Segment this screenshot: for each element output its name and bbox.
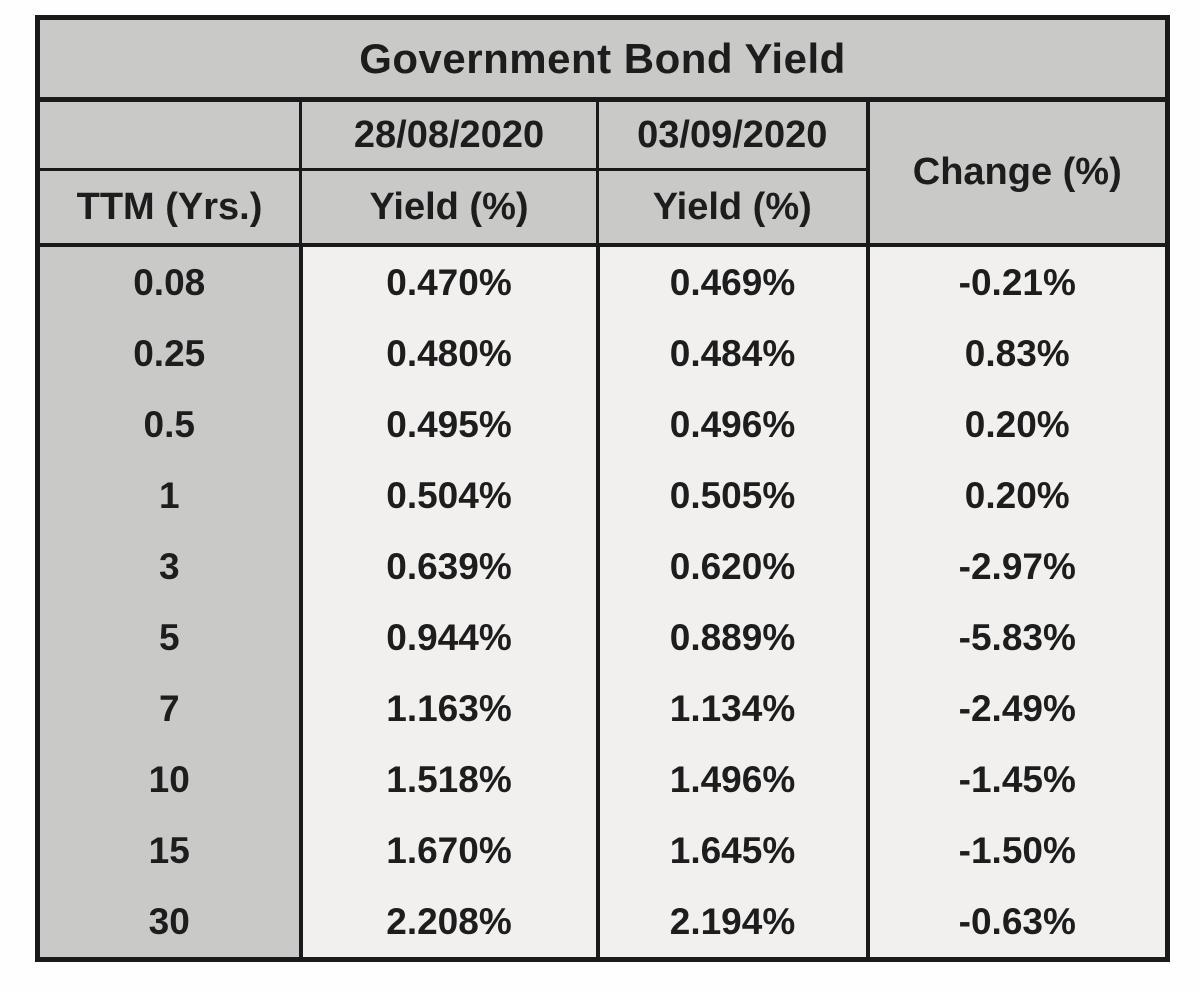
date-header-row: 28/08/2020 03/09/2020 Change (%) [36,98,1170,247]
empty-corner-cell [36,98,302,171]
yield2-cell: 0.496% [595,389,870,460]
change-cell: 0.83% [865,318,1170,389]
yield1-cell: 0.944% [298,602,600,673]
subheader-row: TTM (Yrs.) Yield (%) Yield (%) [36,168,1168,247]
ttm-cell: 7 [35,673,303,744]
yield2-cell: 2.194% [595,886,870,960]
change-cell: -2.97% [865,531,1170,602]
yield2-cell: 1.645% [595,815,870,886]
yield2-cell: 1.496% [595,744,870,815]
yield1-cell: 0.480% [298,318,600,389]
change-cell: -0.21% [865,245,1170,318]
table-row: 15 1.670% 1.645% -1.50% [35,815,1170,886]
table-row: 1 0.504% 0.505% 0.20% [35,460,1170,531]
government-bond-yield-table: Government Bond Yield 28/08/2020 03/09/2… [35,15,1171,962]
ttm-cell: 3 [35,531,303,602]
table-row: 10 1.518% 1.496% -1.45% [35,744,1170,815]
table-row: 0.25 0.480% 0.484% 0.83% [35,318,1170,389]
yield1-cell: 1.163% [298,673,600,744]
change-cell: -5.83% [865,602,1170,673]
change-header: Change (%) [865,98,1170,247]
yield1-cell: 1.518% [298,744,600,815]
table-row: 5 0.944% 0.889% -5.83% [35,602,1170,673]
ttm-cell: 15 [35,815,303,886]
yield2-cell: 0.620% [595,531,870,602]
change-cell: -1.45% [865,744,1170,815]
ttm-cell: 10 [35,744,303,815]
change-cell: 0.20% [865,389,1170,460]
yield-header-2: Yield (%) [596,168,869,247]
yield2-cell: 0.505% [595,460,870,531]
ttm-cell: 1 [35,460,303,531]
ttm-cell: 0.08 [35,245,303,318]
yield1-cell: 1.670% [298,815,600,886]
yield1-cell: 0.504% [298,460,600,531]
table-title: Government Bond Yield [37,17,1168,102]
ttm-cell: 5 [35,602,303,673]
change-cell: -2.49% [865,673,1170,744]
table-row: 0.08 0.470% 0.469% -0.21% [35,245,1170,318]
ttm-cell: 0.5 [35,389,303,460]
yield1-cell: 0.495% [298,389,600,460]
yield2-cell: 0.889% [595,602,870,673]
yield1-cell: 2.208% [298,886,600,960]
change-cell: 0.20% [865,460,1170,531]
table-row: 0.5 0.495% 0.496% 0.20% [35,389,1170,460]
table-row: 7 1.163% 1.134% -2.49% [35,673,1170,744]
yield2-cell: 1.134% [595,673,870,744]
table-row: 3 0.639% 0.620% -2.97% [35,531,1170,602]
change-cell: -1.50% [865,815,1170,886]
yield1-cell: 0.470% [298,245,600,318]
date-header-2: 03/09/2020 [596,98,869,171]
table-row: 30 2.208% 2.194% -0.63% [35,886,1170,960]
yield1-cell: 0.639% [298,531,600,602]
ttm-header: TTM (Yrs.) [36,168,302,247]
title-row: Government Bond Yield [37,17,1168,102]
yield2-cell: 0.484% [595,318,870,389]
date-header-1: 28/08/2020 [299,98,599,171]
yield2-cell: 0.469% [595,245,870,318]
yield-header-1: Yield (%) [299,168,599,247]
ttm-cell: 0.25 [35,318,303,389]
ttm-cell: 30 [35,886,303,960]
change-cell: -0.63% [865,886,1170,960]
